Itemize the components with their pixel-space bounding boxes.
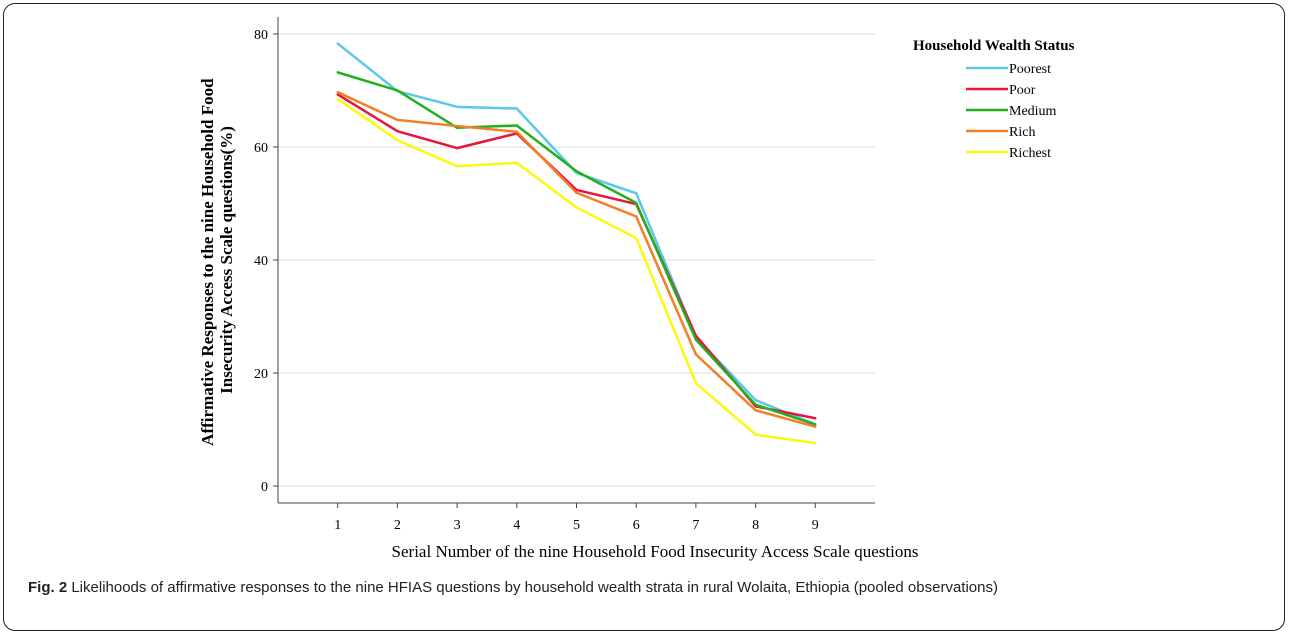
series-line-poor	[337, 93, 816, 420]
x-tick-label-3: 3	[454, 518, 461, 533]
data-point-medium-4	[515, 124, 518, 127]
y-tick-label-80: 80	[254, 28, 268, 43]
data-point-poorest-6	[635, 192, 638, 195]
x-tick-label-6: 6	[633, 518, 640, 533]
data-point-rich-6	[635, 215, 638, 218]
data-point-rich-2	[396, 118, 399, 122]
x-tick-label-8: 8	[752, 518, 759, 533]
data-point-rich-9	[814, 425, 817, 428]
axes: 0 20 40 60 80 1 2 3 4 5 6 7 8 9	[254, 17, 875, 533]
caption-label: Fig. 2	[28, 579, 68, 596]
y-tick-label-60: 60	[254, 141, 268, 156]
data-point-poor-2	[396, 129, 399, 133]
legend-label-medium: Medium	[1009, 104, 1057, 119]
data-point-poorest-8	[754, 398, 757, 402]
data-point-poor-1	[336, 93, 339, 96]
data-point-poorest-3	[455, 105, 459, 109]
data-point-medium-6	[635, 201, 638, 205]
x-tick-label-5: 5	[573, 518, 580, 533]
y-tick-label-0: 0	[261, 480, 268, 495]
figure-frame	[3, 3, 1285, 631]
legend-label-poor: Poor	[1009, 83, 1036, 98]
data-point-richest-8	[754, 433, 757, 436]
data-point-rich-8	[754, 409, 757, 412]
data-point-medium-5	[575, 170, 578, 173]
y-axis-label: Affirmative Responses to the nine Househ…	[198, 74, 236, 446]
data-point-poor-3	[455, 146, 459, 150]
y-axis-label-line-1: Affirmative Responses to the nine Househ…	[198, 78, 217, 446]
data-point-richest-2	[396, 138, 399, 142]
data-point-richest-6	[635, 236, 638, 240]
y-tick-label-40: 40	[254, 254, 268, 269]
legend-items: Poorest Poor Medium Rich Richest	[966, 62, 1057, 161]
legend: Household Wealth Status Poorest Poor Mediu…	[913, 38, 1075, 161]
x-tick-label-7: 7	[692, 518, 699, 533]
legend-title: Household Wealth Status	[913, 38, 1075, 54]
line-chart: 0 20 40 60 80 1 2 3 4 5 6 7 8 9 Affirmative Responses…	[198, 17, 1075, 561]
grid-lines	[278, 33, 875, 487]
data-point-poorest-1	[336, 42, 339, 45]
data-point-medium-2	[396, 89, 399, 92]
x-tick-label-1: 1	[334, 518, 341, 533]
data-point-poor-9	[814, 417, 817, 420]
legend-label-richest: Richest	[1009, 146, 1051, 161]
data-point-rich-1	[336, 90, 339, 94]
data-point-medium-8	[754, 403, 757, 406]
legend-label-poorest: Poorest	[1009, 62, 1051, 77]
series-line-medium	[337, 71, 816, 426]
y-tick-label-20: 20	[254, 367, 268, 382]
data-point-medium-9	[814, 423, 817, 426]
figure-caption: Fig. 2 Likelihoods of affirmative respon…	[28, 578, 1248, 598]
data-point-poorest-4	[515, 107, 518, 110]
x-axis-label: Serial Number of the nine Household Food…	[392, 542, 919, 561]
x-tick-label-9: 9	[812, 518, 819, 533]
data-point-rich-3	[455, 124, 459, 128]
x-tick-label-2: 2	[394, 518, 401, 533]
series-lines	[336, 42, 817, 445]
data-point-medium-7	[694, 338, 698, 341]
data-point-richest-4	[515, 161, 518, 164]
data-point-medium-1	[336, 71, 339, 74]
y-axis-label-line-2: Insecurity Access Scale questions(%)	[217, 126, 236, 394]
x-tick-label-4: 4	[513, 518, 520, 533]
data-point-richest-9	[814, 441, 817, 445]
series-line-rich	[337, 91, 816, 428]
data-point-richest-1	[336, 97, 339, 101]
data-point-richest-5	[575, 206, 578, 209]
data-point-richest-3	[455, 164, 459, 168]
series-line-poorest	[336, 42, 816, 426]
data-point-rich-4	[515, 130, 518, 133]
caption-text: Likelihoods of affirmative responses to …	[71, 579, 998, 596]
legend-label-rich: Rich	[1009, 125, 1035, 140]
data-point-richest-7	[694, 381, 698, 385]
data-point-rich-7	[694, 353, 698, 356]
data-point-rich-5	[575, 191, 578, 194]
